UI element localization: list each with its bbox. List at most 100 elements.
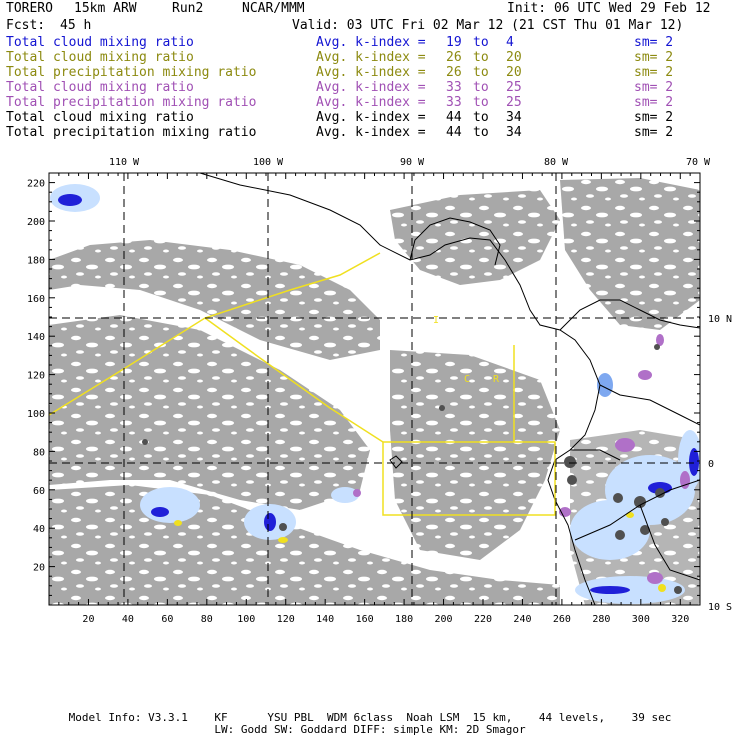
border-brazil	[639, 504, 700, 581]
legend-row: Total cloud mixing ratio Avg. k-index = 26…	[6, 50, 736, 65]
legend-index: Avg. k-index =	[316, 125, 426, 140]
cloud-area-north	[49, 240, 380, 360]
legend-field: Total cloud mixing ratio	[6, 110, 194, 125]
x-tick-label: 160	[356, 614, 374, 625]
blue-patch-sw1-core	[151, 507, 169, 517]
y-axis-labels: 20 40 60 80 100 120 140 160 180 200 220	[27, 179, 45, 574]
yellow-patch-2	[278, 537, 288, 543]
legend-index: Avg. k-index =	[316, 35, 426, 50]
axis-ticks	[49, 172, 701, 605]
legend-from: 26	[446, 50, 462, 65]
legend-field: Total precipitation mixing ratio	[6, 65, 257, 80]
x-tick-label: 20	[82, 614, 94, 625]
longitude-label: 110 W	[109, 157, 140, 168]
init-time: Init: 06 UTC Wed 29 Feb 12	[507, 1, 711, 16]
x-tick-label: 180	[395, 614, 413, 625]
legend-field: Total cloud mixing ratio	[6, 50, 194, 65]
x-tick-label: 100	[237, 614, 255, 625]
blue-patch-mid	[331, 487, 359, 503]
model-resolution: 15km ARW	[74, 1, 137, 16]
coastline-south-america	[547, 384, 601, 605]
x-tick-label: 300	[632, 614, 650, 625]
legend-sm: sm= 2	[634, 50, 674, 65]
model-info-line1: Model Info: V3.3.1 KF YSU PBL WDM 6class…	[68, 711, 672, 724]
forecast-map: I C R 20 40 60 80 100 120 140 160 180 200 220 240 26…	[27, 157, 732, 625]
legend-row: Total cloud mixing ratio Avg. k-index = 19…	[6, 35, 736, 50]
blue-patch-sw2-core	[264, 513, 276, 531]
map-label-r: R	[493, 374, 500, 385]
coastline-yucatan	[409, 217, 501, 266]
x-tick-label: 260	[553, 614, 571, 625]
legend-to: 4	[506, 35, 514, 50]
purple-patch-3	[656, 334, 664, 346]
coastlines	[199, 173, 700, 605]
map-label-c: C	[464, 374, 470, 385]
track-segment-west	[49, 252, 381, 416]
dark-core-5	[655, 488, 665, 498]
legend-to: 20	[506, 50, 522, 65]
legend-index: Avg. k-index =	[316, 95, 426, 110]
x-tick-label: 220	[474, 614, 492, 625]
y-tick-label: 100	[27, 409, 45, 420]
longitude-label: 70 W	[686, 157, 711, 168]
dark-core-11	[142, 439, 148, 445]
forecast-label: Fcst:	[6, 18, 46, 33]
x-tick-label: 200	[435, 614, 453, 625]
legend-to-word: to	[473, 65, 489, 80]
model-info-line2: LW: Godd SW: Goddard DIFF: simple KM: 2D…	[214, 723, 526, 736]
legend-to-word: to	[473, 125, 489, 140]
purple-patch-1	[615, 438, 635, 452]
cloud-area-gulf	[390, 190, 560, 285]
yellow-patch-3	[626, 512, 634, 518]
legend-field: Total precipitation mixing ratio	[6, 95, 257, 110]
legend-from: 26	[446, 65, 462, 80]
legend-to-word: to	[473, 80, 489, 95]
legend-row: Total cloud mixing ratio Avg. k-index = 44…	[6, 110, 736, 125]
latitude-labels: 10 N 0 10 S	[708, 314, 732, 613]
dark-core-1	[564, 456, 576, 468]
legend-index: Avg. k-index =	[316, 110, 426, 125]
blue-patch-sw1	[140, 487, 200, 523]
y-tick-label: 220	[27, 179, 45, 190]
blue-patch-south-core	[590, 586, 630, 594]
track-segment-diagonal	[204, 317, 384, 443]
legend-sm: sm= 2	[634, 65, 674, 80]
legend-to: 34	[506, 110, 522, 125]
model-name: TORERO	[6, 1, 53, 16]
dark-core-7	[640, 525, 650, 535]
border-colombia	[599, 384, 700, 426]
forecast-hours: 45 h	[60, 18, 92, 33]
valid-time: Valid: 03 UTC Fri 02 Mar 12 (21 CST Thu …	[292, 18, 684, 33]
y-tick-label: 80	[33, 447, 45, 458]
x-tick-label: 80	[201, 614, 213, 625]
blue-patch-nw-core	[58, 194, 82, 206]
legend-row: Total precipitation mixing ratio Avg. k-i…	[6, 95, 736, 110]
map-label-i: I	[433, 315, 439, 326]
cloud-area-central	[49, 315, 370, 510]
latitude-label: 0	[708, 459, 714, 470]
legend-to-word: to	[473, 110, 489, 125]
legend-from: 44	[446, 125, 462, 140]
dark-core-10	[279, 523, 287, 531]
dark-core-12	[439, 405, 445, 411]
purple-patch-7	[647, 572, 663, 584]
cloud-area-caribbean	[560, 178, 700, 330]
x-tick-label: 140	[316, 614, 334, 625]
coastline-galapagos	[389, 455, 403, 469]
x-tick-label: 40	[122, 614, 134, 625]
purple-patch-5	[353, 489, 361, 497]
dark-core-4	[634, 496, 646, 508]
y-tick-label: 160	[27, 294, 45, 305]
legend-field: Total cloud mixing ratio	[6, 80, 194, 95]
yellow-track	[49, 252, 556, 516]
legend-from: 19	[446, 35, 462, 50]
longitude-label: 100 W	[253, 157, 284, 168]
legend-from: 33	[446, 80, 462, 95]
y-tick-label: 140	[27, 332, 45, 343]
legend-index: Avg. k-index =	[316, 50, 426, 65]
x-axis-labels: 20 40 60 80 100 120 140 160 180 200 220 240 260 280 30…	[82, 614, 689, 625]
blue-patch-east-core	[689, 448, 699, 476]
legend-row: Total precipitation mixing ratio Avg. k-i…	[6, 125, 736, 140]
yellow-patch-1	[174, 520, 182, 526]
legend-row: Total cloud mixing ratio Avg. k-index = 33…	[6, 80, 736, 95]
